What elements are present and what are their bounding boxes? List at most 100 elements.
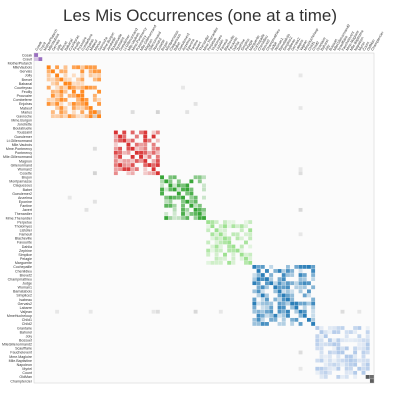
matrix-cell: [294, 265, 299, 269]
matrix-cell: [315, 342, 320, 347]
matrix-cell: [155, 130, 160, 135]
matrix-cell: [231, 220, 236, 224]
matrix-cell: [34, 53, 39, 57]
row-label: Brevet: [22, 78, 32, 82]
matrix-cell: [92, 146, 97, 151]
matrix-cell: [340, 375, 345, 379]
matrix-cell: [265, 277, 269, 281]
matrix-cell: [210, 244, 215, 249]
matrix-cell: [147, 138, 152, 143]
matrix-cell: [311, 305, 316, 310]
matrix-cell: [181, 199, 185, 204]
matrix-cell: [336, 330, 341, 334]
matrix-cell: [55, 89, 60, 94]
matrix-cell: [332, 366, 337, 371]
matrix-cell: [302, 309, 307, 314]
matrix-cell: [286, 265, 290, 269]
matrix-cell: [315, 326, 320, 330]
matrix-cell: [336, 338, 341, 343]
row-label: Fantine: [20, 204, 32, 208]
matrix-cell: [340, 350, 345, 355]
matrix-cell: [344, 358, 349, 363]
matrix-cell: [269, 309, 274, 314]
matrix-cell: [340, 338, 345, 343]
matrix-cell: [353, 330, 358, 334]
column-label: Woman1: [274, 37, 285, 51]
matrix-cell: [344, 366, 349, 371]
column-label: OldMan: [366, 39, 376, 52]
matrix-cell: [130, 159, 135, 163]
row-label: Mabeuf: [20, 106, 32, 110]
matrix-cell: [252, 273, 257, 277]
matrix-cell: [231, 260, 236, 265]
row-label: Gueulemer: [14, 135, 33, 139]
matrix-cell: [315, 366, 320, 371]
matrix-cell: [231, 256, 236, 261]
matrix-cell: [214, 228, 219, 233]
row-label: Combeferre: [13, 98, 32, 102]
matrix-cell: [67, 114, 72, 119]
matrix-cell: [256, 289, 261, 294]
matrix-cell: [34, 57, 39, 61]
matrix-cell: [151, 146, 156, 151]
matrix-cell: [348, 358, 353, 363]
matrix-cell: [361, 342, 366, 347]
matrix-cell: [218, 224, 223, 229]
matrix-cell: [172, 175, 177, 180]
matrix-cell: [298, 273, 303, 277]
matrix-cell: [59, 85, 64, 90]
column-label: Joly: [324, 44, 331, 52]
row-label: Babet: [23, 188, 32, 192]
matrix-cell: [151, 130, 156, 135]
matrix-cell: [290, 301, 295, 306]
matrix-cell: [223, 228, 227, 233]
matrix-cell: [214, 252, 219, 257]
matrix-cell: [122, 130, 127, 135]
column-label: Prouvaire: [76, 36, 87, 51]
matrix-cell: [294, 309, 299, 314]
matrix-cell: [323, 354, 328, 359]
matrix-cell: [311, 301, 316, 306]
matrix-cell: [369, 379, 374, 383]
row-label: Thenardier: [15, 212, 33, 216]
matrix-cell: [315, 346, 320, 351]
matrix-cell: [172, 195, 177, 200]
matrix-cell: [76, 97, 81, 102]
matrix-cell: [311, 317, 316, 322]
matrix-cell: [202, 187, 206, 192]
column-label: Bahorel: [320, 39, 330, 52]
matrix-cell: [118, 150, 122, 155]
matrix-cell: [143, 167, 148, 171]
matrix-cell: [248, 252, 253, 257]
matrix-cell: [277, 305, 282, 310]
matrix-cell: [311, 273, 316, 277]
matrix-cell: [214, 244, 219, 249]
matrix-cell: [172, 212, 177, 216]
matrix-cell: [286, 309, 290, 314]
row-label: Bossuet: [19, 339, 32, 343]
row-label: MotherPlutarch: [8, 61, 32, 65]
matrix-cell: [97, 114, 102, 119]
matrix-cell: [323, 334, 328, 339]
matrix-cell: [118, 146, 122, 151]
matrix-cell: [302, 313, 307, 318]
matrix-cell: [193, 216, 198, 220]
matrix-cell: [260, 309, 265, 314]
matrix-cell: [122, 150, 127, 155]
matrix-cell: [67, 81, 72, 86]
matrix-cell: [147, 155, 152, 159]
matrix-cell: [214, 240, 219, 245]
matrix-cell: [281, 289, 286, 294]
row-label: MlleVaubois: [13, 66, 33, 70]
matrix-cell: [168, 183, 173, 188]
matrix-cell: [218, 240, 223, 245]
matrix-cell: [227, 224, 232, 229]
matrix-cell: [344, 346, 349, 351]
matrix-cell: [206, 248, 211, 253]
row-label: Brujon: [22, 176, 32, 180]
matrix-cell: [88, 65, 93, 70]
matrix-cell: [181, 183, 185, 188]
matrix-cell: [139, 146, 143, 151]
matrix-cell: [63, 110, 68, 114]
column-label: Brujon: [160, 41, 169, 52]
